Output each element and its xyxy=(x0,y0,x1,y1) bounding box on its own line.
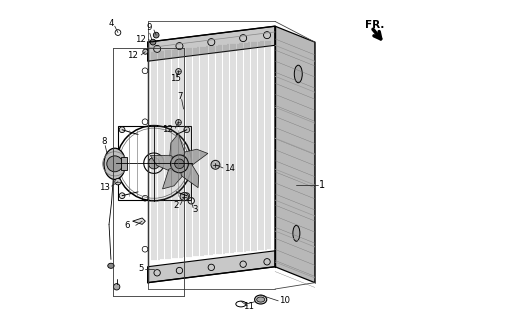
Circle shape xyxy=(184,127,190,132)
Circle shape xyxy=(175,159,184,169)
Text: 9: 9 xyxy=(147,23,152,32)
Text: 6: 6 xyxy=(124,221,129,230)
Text: 4: 4 xyxy=(108,19,114,28)
Polygon shape xyxy=(179,164,199,188)
Polygon shape xyxy=(170,133,185,164)
Circle shape xyxy=(184,193,190,198)
Text: 12: 12 xyxy=(135,35,146,44)
Circle shape xyxy=(107,156,123,172)
Circle shape xyxy=(180,193,188,201)
Ellipse shape xyxy=(108,263,114,268)
Text: FR.: FR. xyxy=(365,20,384,30)
Polygon shape xyxy=(132,218,145,224)
Circle shape xyxy=(115,179,121,185)
Ellipse shape xyxy=(293,225,300,241)
Circle shape xyxy=(176,68,181,74)
Text: 13: 13 xyxy=(99,183,110,192)
Text: 12: 12 xyxy=(162,125,173,134)
Polygon shape xyxy=(163,164,183,189)
Polygon shape xyxy=(148,26,275,61)
Text: 2: 2 xyxy=(173,201,179,210)
Circle shape xyxy=(176,120,181,125)
Circle shape xyxy=(113,284,120,290)
Circle shape xyxy=(148,157,160,169)
Ellipse shape xyxy=(256,297,265,302)
Polygon shape xyxy=(179,149,208,166)
Text: 1: 1 xyxy=(319,180,325,190)
Text: 5: 5 xyxy=(138,264,144,274)
Bar xyxy=(121,157,127,170)
Circle shape xyxy=(211,160,220,169)
Text: 7: 7 xyxy=(178,92,183,101)
Ellipse shape xyxy=(104,148,126,180)
Text: 12: 12 xyxy=(127,51,138,60)
Text: 8: 8 xyxy=(101,137,107,146)
Text: 11: 11 xyxy=(243,302,254,311)
Circle shape xyxy=(119,193,125,198)
Bar xyxy=(118,126,191,200)
Text: 3: 3 xyxy=(192,205,198,214)
Text: 10: 10 xyxy=(279,296,290,305)
Ellipse shape xyxy=(254,295,267,304)
Circle shape xyxy=(119,127,125,132)
Polygon shape xyxy=(275,26,315,283)
Text: 15: 15 xyxy=(170,74,181,83)
Polygon shape xyxy=(148,251,275,283)
Ellipse shape xyxy=(294,65,302,83)
Polygon shape xyxy=(150,155,179,171)
Circle shape xyxy=(143,49,148,54)
Text: 14: 14 xyxy=(224,164,235,173)
Circle shape xyxy=(170,155,188,173)
Circle shape xyxy=(150,39,156,45)
Ellipse shape xyxy=(236,301,246,307)
Circle shape xyxy=(153,32,159,38)
